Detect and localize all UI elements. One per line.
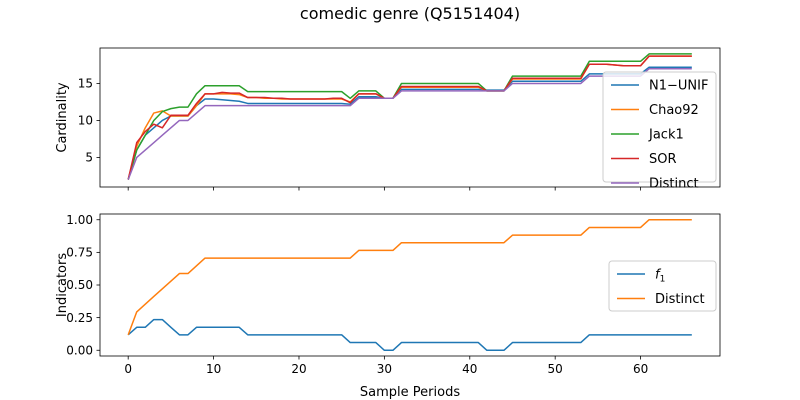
figure-title: comedic genre (Q5151404) xyxy=(300,4,520,23)
legend-label: Chao92 xyxy=(649,103,699,118)
series-line-1-1 xyxy=(127,218,692,336)
x-tick-label: 40 xyxy=(462,362,477,376)
legend-label: SOR xyxy=(649,152,677,167)
legend-label: N1−UNIF xyxy=(649,79,708,94)
x-tick-label: 30 xyxy=(377,362,392,376)
indicators-panel: 0 10 20 30 40 50 60 0.00 0.25 0.50 0.75 1.00 Indicat… xyxy=(55,213,721,400)
series-line-0-0 xyxy=(127,66,692,180)
legend-label: Distinct xyxy=(649,177,699,192)
x-tick-label: 20 xyxy=(291,362,306,376)
cardinality-panel: 5 10 15 Cardinality N1−UNIF Chao92 Jack1 SOR Dis… xyxy=(55,47,721,192)
y-tick-label: 0.50 xyxy=(66,278,93,292)
y-tick-label: 10 xyxy=(78,114,93,128)
series-line-0-2 xyxy=(127,53,692,180)
x-tick-label: 60 xyxy=(633,362,648,376)
y-tick-label: 0.75 xyxy=(66,246,93,260)
x-tick-label: 10 xyxy=(206,362,221,376)
x-tick-label: 50 xyxy=(548,362,563,376)
y-axis-label: Indicators xyxy=(55,253,70,317)
y-tick-label: 1.00 xyxy=(66,213,93,227)
x-axis-label: Sample Periods xyxy=(360,385,460,400)
x-tick-label: 0 xyxy=(124,362,132,376)
legend-box xyxy=(602,71,717,183)
y-tick-label: 0.25 xyxy=(66,311,93,325)
axes-frame xyxy=(99,47,721,188)
legend-label: f1 xyxy=(655,268,665,285)
legend-label: Jack1 xyxy=(648,128,684,143)
series-line-0-4 xyxy=(127,67,692,180)
y-axis-label: Cardinality xyxy=(55,82,70,153)
series-line-0-3 xyxy=(127,55,692,180)
legend-label: Distinct xyxy=(655,292,705,307)
series-line-1-0 xyxy=(127,318,692,352)
y-tick-label: 0.00 xyxy=(66,343,93,357)
y-tick-label: 5 xyxy=(85,151,93,165)
y-tick-label: 15 xyxy=(78,77,93,91)
